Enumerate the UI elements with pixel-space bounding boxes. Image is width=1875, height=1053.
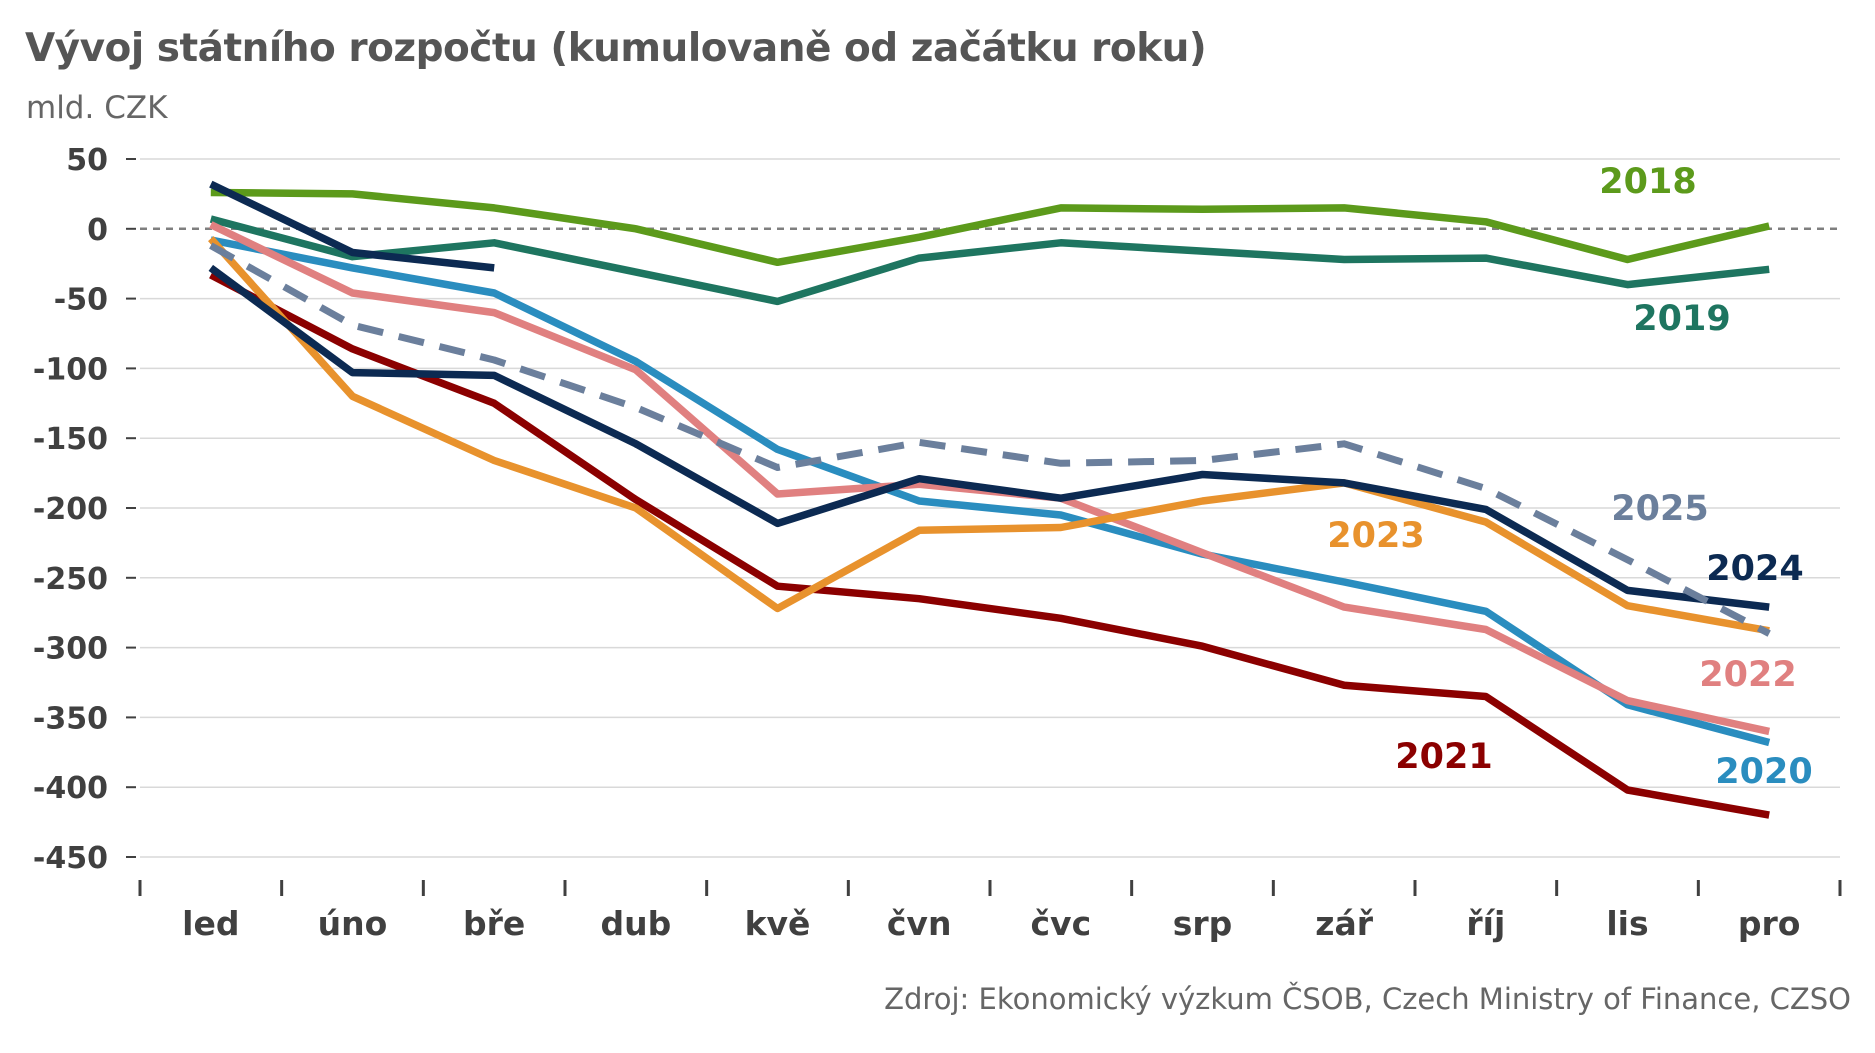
x-tick-label: říj bbox=[1466, 904, 1505, 943]
x-tick-label: srp bbox=[1173, 904, 1233, 943]
x-tick-label: úno bbox=[318, 904, 388, 943]
x-tick-label: bře bbox=[463, 904, 525, 943]
series-label-2025: 2025 bbox=[1611, 489, 1708, 529]
y-tick-label: 0 bbox=[87, 213, 108, 248]
y-axis: 50 0 -50 -100 -150 -200 -250 -300 -350 -400 -450 bbox=[33, 143, 136, 876]
y-tick-label: -350 bbox=[33, 701, 108, 736]
chart-title: Vývoj státního rozpočtu (kumulovaně od z… bbox=[25, 26, 1207, 71]
x-tick-label: zář bbox=[1315, 904, 1373, 943]
y-tick-label: -450 bbox=[33, 841, 108, 876]
series-line-2022 bbox=[209, 221, 1770, 736]
y-tick-label: -50 bbox=[54, 283, 108, 318]
gridlines bbox=[140, 158, 1840, 858]
y-tick-label: 50 bbox=[66, 143, 108, 178]
y-axis-unit-label: mld. CZK bbox=[26, 90, 168, 126]
series-label-2024: 2024 bbox=[1706, 549, 1803, 589]
series-line-2025 bbox=[209, 242, 1771, 637]
series-line-2024 bbox=[208, 264, 1770, 611]
series-label-2022: 2022 bbox=[1699, 655, 1796, 695]
series-line-2024 bbox=[209, 180, 495, 272]
series-label-2023: 2023 bbox=[1327, 516, 1424, 556]
series-labels: 2018 2019 2025 2023 2024 2022 2021 2020 bbox=[1327, 162, 1812, 792]
y-tick-label: -100 bbox=[33, 352, 108, 387]
series-label-2018: 2018 bbox=[1599, 162, 1696, 202]
x-tick-label: čvc bbox=[1031, 904, 1092, 943]
x-tick-label: lis bbox=[1606, 904, 1648, 943]
series-line-2023 bbox=[208, 236, 1770, 635]
series-label-2021: 2021 bbox=[1395, 737, 1492, 777]
y-tick-label: -200 bbox=[33, 492, 108, 527]
x-tick-label: čvn bbox=[887, 904, 952, 943]
y-tick-label: -150 bbox=[33, 422, 108, 457]
series-line-2021 bbox=[209, 271, 1770, 819]
x-tick-label: dub bbox=[600, 904, 671, 943]
x-tick-label: pro bbox=[1738, 904, 1801, 943]
series-label-2020: 2020 bbox=[1715, 752, 1812, 792]
series-label-2019: 2019 bbox=[1633, 299, 1730, 339]
x-axis: led úno bře dub kvě čvn čvc srp zář říj lis pro bbox=[138, 880, 1842, 943]
series-line-2020 bbox=[210, 236, 1771, 747]
y-tick-label: -300 bbox=[33, 632, 108, 667]
source-note: Zdroj: Ekonomický výzkum ČSOB, Czech Min… bbox=[884, 982, 1851, 1016]
series-line-2019 bbox=[209, 215, 1770, 306]
series-lines bbox=[208, 180, 1771, 819]
x-tick-label: led bbox=[182, 904, 239, 943]
series-line-2018 bbox=[210, 188, 1771, 267]
y-tick-label: -250 bbox=[33, 562, 108, 597]
y-tick-label: -400 bbox=[33, 771, 108, 806]
x-tick-label: kvě bbox=[745, 904, 811, 943]
